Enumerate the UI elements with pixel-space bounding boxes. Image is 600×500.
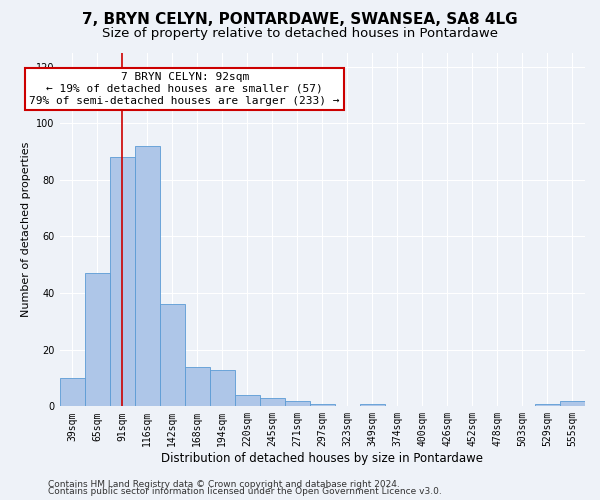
Bar [85, 274, 110, 406]
Bar [209, 370, 235, 406]
Text: 7, BRYN CELYN, PONTARDAWE, SWANSEA, SA8 4LG: 7, BRYN CELYN, PONTARDAWE, SWANSEA, SA8 … [82, 12, 518, 28]
Text: 7 BRYN CELYN: 92sqm
← 19% of detached houses are smaller (57)
79% of semi-detach: 7 BRYN CELYN: 92sqm ← 19% of detached ho… [29, 72, 340, 106]
Bar [535, 404, 560, 406]
Bar [260, 398, 285, 406]
Bar [560, 400, 585, 406]
Bar [360, 404, 385, 406]
Bar [160, 304, 185, 406]
Bar [285, 400, 310, 406]
Text: Contains public sector information licensed under the Open Government Licence v3: Contains public sector information licen… [48, 488, 442, 496]
Y-axis label: Number of detached properties: Number of detached properties [20, 142, 31, 317]
Bar [185, 366, 209, 406]
Bar [134, 146, 160, 406]
Text: Size of property relative to detached houses in Pontardawe: Size of property relative to detached ho… [102, 28, 498, 40]
X-axis label: Distribution of detached houses by size in Pontardawe: Distribution of detached houses by size … [161, 452, 483, 465]
Bar [59, 378, 85, 406]
Bar [310, 404, 335, 406]
Bar [110, 157, 134, 406]
Bar [235, 395, 260, 406]
Text: Contains HM Land Registry data © Crown copyright and database right 2024.: Contains HM Land Registry data © Crown c… [48, 480, 400, 489]
